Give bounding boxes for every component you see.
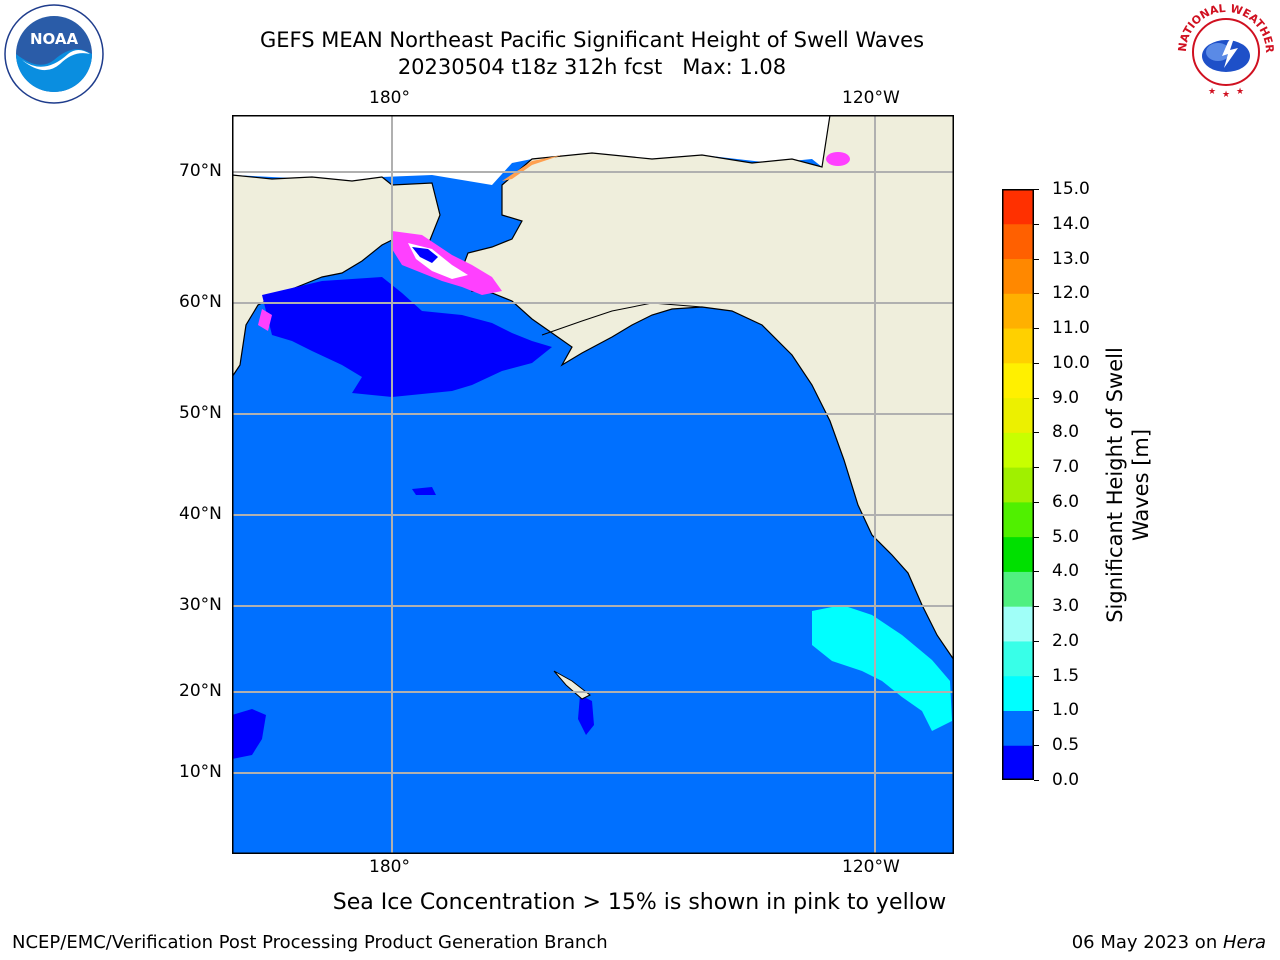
colorbar-swatch xyxy=(1002,571,1034,607)
colorbar-swatch xyxy=(1002,258,1034,294)
colorbar-tick-mark xyxy=(1034,223,1039,225)
colorbar-tick-label: 2.0 xyxy=(1052,630,1080,651)
colorbar-tick-label: 11.0 xyxy=(1052,318,1090,339)
lat-label-70n: 70°N xyxy=(179,161,222,181)
colorbar-swatch xyxy=(1002,467,1034,503)
nws-logo-icon: NATIONAL WEATHER SERVICE ★ ★ ★ xyxy=(1172,0,1276,102)
lon-label-bottom-180: 180° xyxy=(369,857,410,877)
lat-label-30n: 30°N xyxy=(179,595,222,615)
colorbar-swatch xyxy=(1002,223,1034,260)
svg-text:★: ★ xyxy=(1222,90,1230,100)
colorbar-swatch xyxy=(1002,640,1034,677)
colorbar-tick-label: 8.0 xyxy=(1052,422,1080,443)
colorbar-tick-label: 14.0 xyxy=(1052,213,1090,234)
colorbar-swatch xyxy=(1002,189,1034,225)
chart-title: GEFS MEAN Northeast Pacific Significant … xyxy=(259,28,925,52)
footer-machine: Hera xyxy=(1222,932,1266,953)
colorbar-tick-mark xyxy=(1034,501,1039,503)
colorbar-tick-label: 9.0 xyxy=(1052,387,1080,408)
colorbar-tick-mark xyxy=(1034,432,1039,434)
sea-ice-caption: Sea Ice Concentration > 15% is shown in … xyxy=(332,890,947,915)
footer-date: 06 May 2023 on Hera xyxy=(1072,932,1266,953)
colorbar-swatches xyxy=(1002,189,1034,781)
colorbar-tick-mark xyxy=(1034,640,1039,642)
colorbar-swatch xyxy=(1002,362,1034,399)
svg-text:★: ★ xyxy=(1236,87,1244,97)
colorbar xyxy=(1002,189,1034,781)
graticule xyxy=(232,115,954,854)
lon-label-top-120w: 120°W xyxy=(842,88,900,108)
colorbar-tick-mark xyxy=(1034,745,1039,747)
mid-swell-baja xyxy=(812,605,952,731)
colorbar-tick-mark xyxy=(1034,606,1039,608)
sea-ice-okhotsk xyxy=(258,309,272,331)
colorbar-tick-mark xyxy=(1034,189,1039,190)
colorbar-tick-mark xyxy=(1034,467,1039,469)
low-swell-hawaii xyxy=(578,695,594,735)
map-panel xyxy=(231,114,955,854)
map-frame xyxy=(232,115,954,854)
colorbar-tick-mark xyxy=(1034,710,1039,712)
colorbar-tick-mark xyxy=(1034,258,1039,260)
colorbar-tick-mark xyxy=(1034,780,1039,781)
lat-label-40n: 40°N xyxy=(179,504,222,524)
colorbar-tick-label: 1.5 xyxy=(1052,665,1080,686)
colorbar-tick-label: 6.0 xyxy=(1052,491,1080,512)
low-swell-bering xyxy=(262,277,552,397)
colorbar-tick-label: 3.0 xyxy=(1052,596,1080,617)
colorbar-tick-mark xyxy=(1034,293,1039,295)
swell-map xyxy=(231,114,955,854)
colorbar-title-line2: Waves [m] xyxy=(1129,428,1153,542)
colorbar-tick-mark xyxy=(1034,328,1039,330)
colorbar-tick-mark xyxy=(1034,675,1039,677)
colorbar-tick-mark xyxy=(1034,571,1039,573)
colorbar-swatch xyxy=(1002,606,1034,642)
low-swell-west xyxy=(232,709,266,759)
colorbar-tick-label: 0.0 xyxy=(1052,770,1080,790)
colorbar-swatch xyxy=(1002,745,1034,781)
colorbar-frame xyxy=(1002,189,1034,780)
low-swell-spot xyxy=(412,487,436,495)
lat-label-10n: 10°N xyxy=(179,762,222,782)
lon-label-bottom-120w: 120°W xyxy=(842,857,900,877)
noaa-logo-text: NOAA xyxy=(30,30,79,48)
colorbar-tick-mark xyxy=(1034,362,1039,364)
footer-date-text: 06 May 2023 on xyxy=(1071,932,1223,953)
colorbar-swatch xyxy=(1002,675,1034,711)
gulf-coast-line xyxy=(541,302,703,336)
chart-subtitle: 20230504 t18z 312h fcst Max: 1.08 xyxy=(397,55,787,79)
colorbar-swatch xyxy=(1002,293,1034,329)
colorbar-tick-label: 0.5 xyxy=(1052,735,1080,756)
noaa-logo-icon: NOAA xyxy=(4,4,104,104)
svg-text:★: ★ xyxy=(1208,87,1216,97)
colorbar-tick-label: 10.0 xyxy=(1052,352,1090,373)
footer-credit: NCEP/EMC/Verification Post Processing Pr… xyxy=(12,932,608,953)
sea-ice-beaufort xyxy=(826,152,850,166)
lat-label-20n: 20°N xyxy=(179,681,222,701)
sea-ice-chukchi xyxy=(502,155,562,181)
bering-polynya xyxy=(412,247,438,263)
lat-label-50n: 50°N xyxy=(179,403,222,423)
colorbar-title-line1: Significant Height of Swell xyxy=(1103,347,1127,623)
colorbar-tick-label: 12.0 xyxy=(1052,283,1090,304)
colorbar-swatch xyxy=(1002,397,1034,433)
colorbar-tick-label: 13.0 xyxy=(1052,248,1090,269)
lat-label-60n: 60°N xyxy=(179,292,222,312)
colorbar-tick-mark xyxy=(1034,397,1039,399)
colorbar-swatch xyxy=(1002,536,1034,572)
colorbar-tick-label: 15.0 xyxy=(1052,179,1090,199)
colorbar-tick-label: 4.0 xyxy=(1052,561,1080,582)
colorbar-tick-mark xyxy=(1034,536,1039,538)
colorbar-tick-label: 1.0 xyxy=(1052,700,1080,721)
colorbar-swatch xyxy=(1002,432,1034,468)
siberia-land xyxy=(231,174,441,379)
colorbar-tick-label: 5.0 xyxy=(1052,526,1080,547)
lon-label-top-180: 180° xyxy=(369,88,410,108)
colorbar-swatch xyxy=(1002,501,1034,538)
colorbar-title: Significant Height of Swell Waves [m] xyxy=(1102,347,1154,623)
colorbar-tick-label: 7.0 xyxy=(1052,457,1080,478)
no-data-region xyxy=(232,115,954,185)
colorbar-swatch xyxy=(1002,328,1034,364)
colorbar-swatch xyxy=(1002,710,1034,746)
